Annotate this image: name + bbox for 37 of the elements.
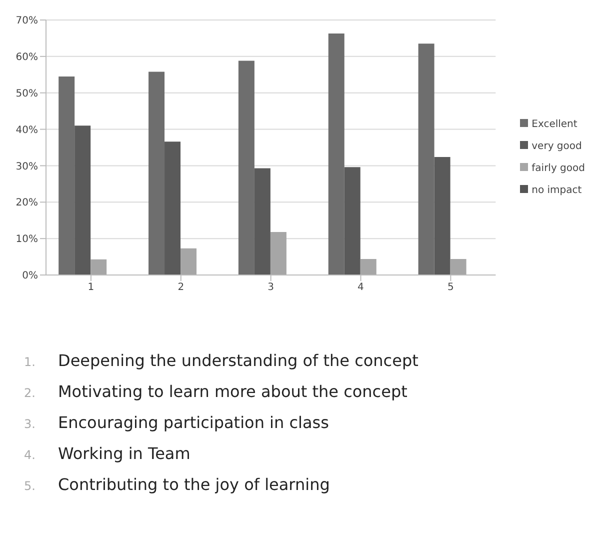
y-tick-label: 0% — [22, 270, 38, 282]
text: 3. Encouraging participation in class — [24, 413, 329, 432]
x-tick-label: 1 — [88, 282, 94, 294]
legend-label: Excellent — [530, 118, 578, 132]
bar — [328, 33, 344, 275]
bar — [238, 60, 254, 275]
bar — [164, 142, 181, 275]
legend-label: fairly good — [530, 162, 585, 176]
legend-label: very good — [530, 140, 583, 154]
bar — [270, 232, 286, 275]
x-tick-label: 4 — [358, 282, 364, 294]
x-tick-label: 3 — [268, 282, 274, 294]
y-tick-label: 20% — [16, 198, 38, 209]
y-tick-label: 60% — [16, 52, 38, 63]
x-tick-label: 2 — [178, 282, 184, 294]
bar — [74, 126, 91, 275]
bar — [418, 44, 434, 275]
y-tick-label: 30% — [16, 161, 38, 172]
text: 5. Contributing to the joy of learning — [24, 475, 330, 494]
y-tick-label: 40% — [16, 124, 38, 136]
bar — [434, 156, 450, 275]
bar — [360, 258, 376, 275]
y-tick-label: 70% — [16, 16, 38, 27]
y-tick-label: 50% — [16, 88, 38, 100]
bar — [148, 72, 165, 275]
bar — [90, 259, 107, 275]
bar — [180, 248, 197, 275]
legend-label: no impact — [530, 184, 583, 198]
bar — [58, 76, 75, 275]
text: 2. Motivating to learn more about the concept — [24, 382, 408, 401]
x-tick-label: 5 — [447, 282, 454, 294]
bar — [344, 167, 360, 275]
bar — [450, 258, 466, 275]
y-tick-label: 10% — [16, 234, 38, 246]
bar — [254, 168, 270, 275]
text: 4. Working in Team — [24, 444, 190, 463]
text: 1. Deepening the understanding of the concept — [24, 351, 418, 370]
